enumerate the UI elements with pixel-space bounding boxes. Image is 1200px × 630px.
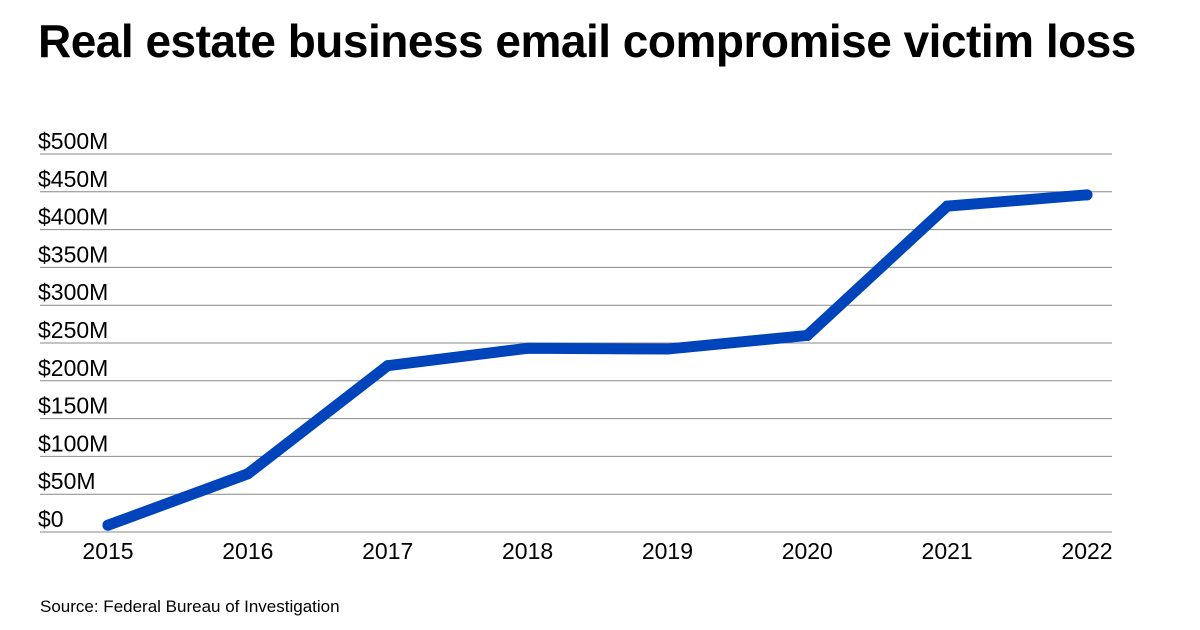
data-point (941, 200, 953, 212)
y-tick-label: $200M (38, 355, 108, 381)
x-tick-label: 2022 (1061, 538, 1112, 564)
y-tick-label: $250M (38, 317, 108, 343)
data-point (1081, 189, 1093, 201)
y-tick-label: $100M (38, 430, 108, 456)
gridlines (40, 153, 1112, 533)
x-tick-label: 2017 (362, 538, 413, 564)
x-axis-tick-labels: 2015 2016 2017 2018 2019 2020 2021 2022 (82, 538, 1112, 564)
y-tick-label: $300M (38, 279, 108, 305)
series-line (102, 189, 1093, 531)
y-tick-label: $150M (38, 393, 108, 419)
x-tick-label: 2019 (642, 538, 693, 564)
data-point (801, 329, 813, 341)
y-tick-label: $50M (38, 468, 96, 494)
x-tick-label: 2021 (922, 538, 973, 564)
y-axis-tick-labels: $0 $50M $100M $150M $200M $250M $300M $350M $400… (38, 128, 108, 532)
chart-title: Real estate business email compromise vi… (38, 15, 1136, 67)
x-tick-label: 2015 (82, 538, 133, 564)
series-layer (102, 189, 1093, 531)
source-note: Source: Federal Bureau of Investigation (40, 597, 340, 616)
y-tick-label: $350M (38, 241, 108, 267)
x-tick-label: 2020 (782, 538, 833, 564)
x-tick-label: 2018 (502, 538, 553, 564)
data-point (382, 360, 394, 372)
y-tick-label: $500M (38, 128, 108, 154)
y-tick-label: $0 (38, 506, 64, 532)
y-tick-label: $400M (38, 204, 108, 230)
data-point (242, 468, 254, 480)
y-tick-label: $450M (38, 166, 108, 192)
data-point (661, 343, 673, 355)
data-point (522, 342, 534, 354)
data-point (102, 519, 114, 531)
x-tick-label: 2016 (222, 538, 273, 564)
